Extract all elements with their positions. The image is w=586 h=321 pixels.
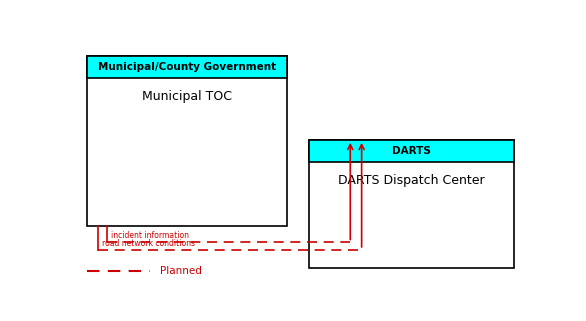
Text: Planned: Planned xyxy=(159,266,202,276)
Text: DARTS Dispatch Center: DARTS Dispatch Center xyxy=(338,174,485,187)
Bar xyxy=(87,56,287,226)
Text: Municipal TOC: Municipal TOC xyxy=(142,91,232,103)
Text: Municipal/County Government: Municipal/County Government xyxy=(98,62,276,72)
Text: incident information: incident information xyxy=(111,231,189,240)
Text: road network conditions: road network conditions xyxy=(102,239,195,248)
Bar xyxy=(309,140,514,162)
Bar xyxy=(309,140,514,268)
Text: DARTS: DARTS xyxy=(392,146,431,156)
Bar xyxy=(87,56,287,78)
